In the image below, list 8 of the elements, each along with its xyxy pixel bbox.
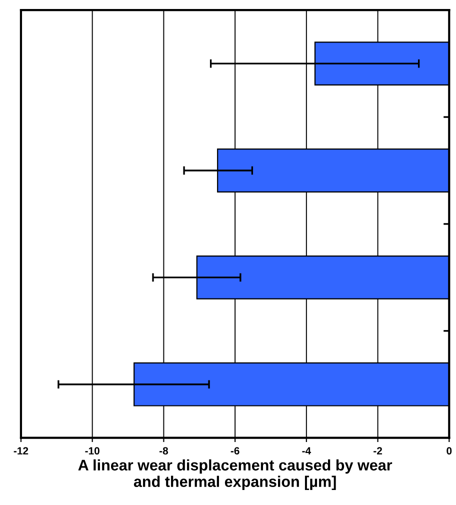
x-axis-title: A linear wear displacement caused by wear and thermal expansion [µm] [78, 459, 392, 490]
x-tick-label: -4 [302, 447, 312, 454]
x-tick-label: -2 [374, 447, 382, 454]
x-tick-label: -6 [230, 447, 240, 455]
x-tick-label: -12 [14, 447, 28, 454]
x-tick-label: -8 [159, 447, 168, 455]
x-tick-label: 0 [446, 447, 452, 455]
x-tick-label: -10 [85, 447, 100, 455]
